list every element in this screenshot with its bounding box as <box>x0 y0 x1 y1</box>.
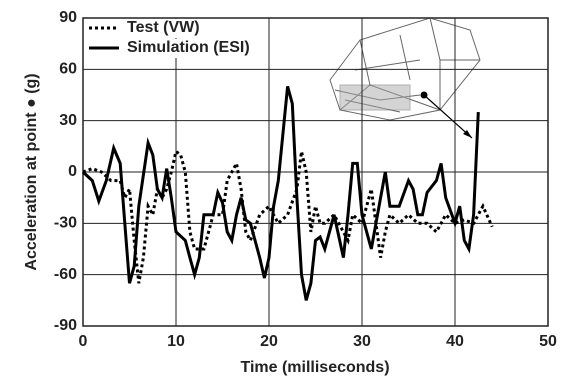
x-tick-label: 30 <box>353 333 371 350</box>
y-tick-label: 90 <box>59 9 77 26</box>
y-tick-label: 60 <box>59 61 77 78</box>
x-tick-label: 10 <box>167 333 185 350</box>
y-tick-label: -90 <box>54 317 77 334</box>
chart: Time (milliseconds) Acceleration at poin… <box>0 0 576 383</box>
y-tick-label: 30 <box>59 112 77 129</box>
x-tick-label: 40 <box>446 333 464 350</box>
x-tick-label: 50 <box>539 333 557 350</box>
legend-label: Simulation (ESI) <box>127 39 250 56</box>
x-axis-label: Time (milliseconds) <box>240 359 389 376</box>
y-tick-label: 0 <box>68 163 77 180</box>
y-axis-label: Acceleration at point ● (g) <box>23 73 40 270</box>
y-tick-label: -30 <box>54 215 77 232</box>
legend-label: Test (VW) <box>127 19 200 36</box>
x-tick-label: 0 <box>79 333 88 350</box>
x-tick-label: 20 <box>260 333 278 350</box>
y-tick-label: -60 <box>54 266 77 283</box>
